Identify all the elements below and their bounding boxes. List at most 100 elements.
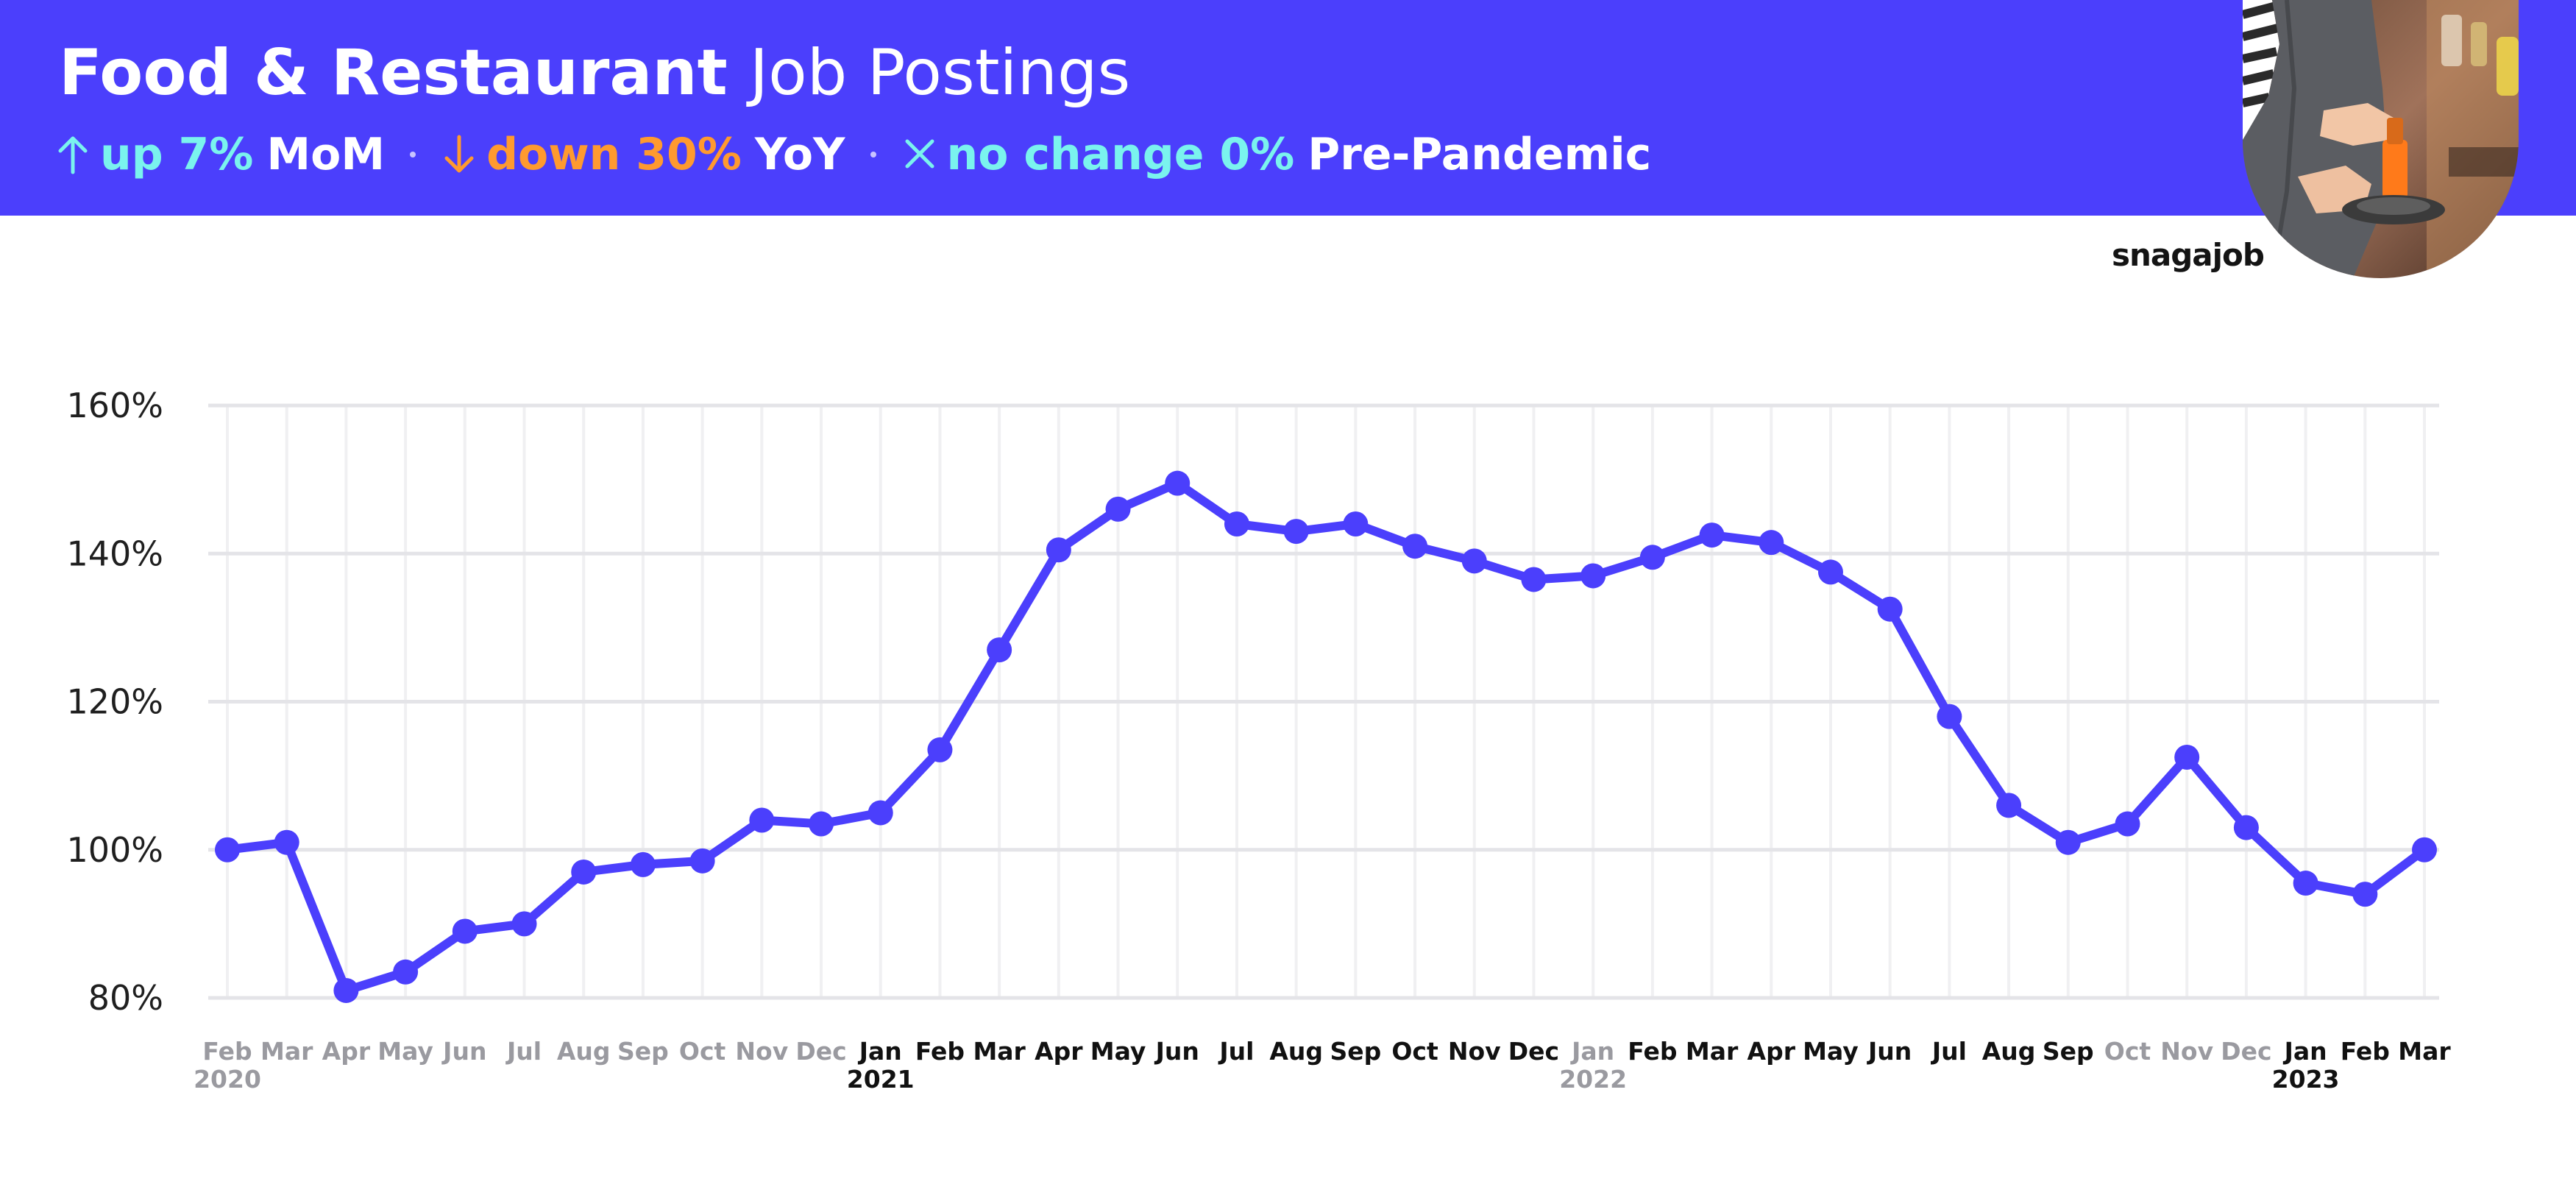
x-tick-label: Apr (1748, 1037, 1796, 1066)
data-point (1343, 511, 1369, 536)
y-tick-label: 100% (66, 830, 163, 870)
data-point (1877, 596, 1903, 622)
x-tick-label: Oct (1391, 1037, 1438, 1066)
x-tick-label: Mar (973, 1037, 1026, 1066)
x-tick-label: Feb (1628, 1037, 1677, 1066)
data-point (1402, 534, 1428, 559)
x-tick-label: Feb (202, 1037, 252, 1066)
data-point (2293, 871, 2318, 896)
restaurant-photo (2243, 0, 2519, 278)
x-tick-label: Nov (735, 1037, 788, 1066)
x-tick-label: Apr (1035, 1037, 1083, 1066)
data-point (511, 911, 537, 937)
x-tick-label: Feb (915, 1037, 965, 1066)
data-point (2174, 744, 2200, 770)
x-tick-label: Dec (795, 1037, 846, 1066)
data-point (630, 851, 656, 877)
data-point (452, 918, 478, 944)
arrow-down-icon (441, 134, 478, 175)
x-tick-label: Jul (1218, 1037, 1254, 1066)
data-point (215, 837, 240, 862)
x-tick-label: Jun (441, 1037, 486, 1066)
stat-yoy: down 30% YoY (441, 119, 845, 190)
stat-mom-label: MoM (266, 129, 386, 180)
x-tick-label: Aug (557, 1037, 611, 1066)
x-tick-label: Aug (1269, 1037, 1323, 1066)
data-point (1461, 548, 1487, 574)
data-point (2115, 811, 2140, 837)
x-tick-label: May (377, 1037, 433, 1066)
x-tick-label: Nov (2160, 1037, 2213, 1066)
x-tick-label: Jan (1570, 1037, 1614, 1066)
x-tick-label: Apr (322, 1037, 371, 1066)
stat-pre-pandemic-value: no change 0% (946, 129, 1295, 180)
data-point (749, 807, 775, 833)
separator-dot (870, 152, 876, 157)
x-tick-label: Nov (1448, 1037, 1501, 1066)
x-tick-label: Oct (2104, 1037, 2151, 1066)
data-point (1105, 496, 1131, 522)
data-point (1046, 537, 1071, 563)
y-tick-label: 80% (88, 978, 163, 1018)
stats-row: up 7% MoM down 30% YoY no change 0% Pre-… (54, 119, 1651, 190)
data-point (809, 811, 834, 837)
x-tick-label: Oct (679, 1037, 726, 1066)
data-point (274, 829, 299, 855)
data-point (1817, 559, 1843, 585)
series-line (223, 478, 2429, 995)
x-year-label: 2022 (1559, 1065, 1627, 1094)
data-point (333, 977, 359, 1003)
stat-yoy-value: down 30% (486, 129, 742, 180)
x-tick-label: Aug (1982, 1037, 2036, 1066)
data-point (689, 848, 715, 874)
data-point (927, 737, 953, 762)
stat-mom: up 7% MoM (54, 119, 385, 190)
x-tick-label: Sep (617, 1037, 669, 1066)
x-year-label: 2021 (847, 1065, 915, 1094)
header-banner: Food & Restaurant Job Postings up 7% MoM… (0, 0, 2576, 216)
data-point (1224, 511, 1249, 536)
x-tick-label: Mar (260, 1037, 313, 1066)
data-point (1521, 567, 1547, 592)
x-tick-label: Jun (1154, 1037, 1199, 1066)
data-point (2412, 837, 2437, 862)
data-point (1580, 563, 1606, 589)
x-tick-label: Jul (1931, 1037, 1967, 1066)
page-title: Food & Restaurant Job Postings (59, 31, 1130, 116)
x-tick-label: Sep (2043, 1037, 2094, 1066)
data-point (2352, 882, 2378, 907)
data-point (987, 637, 1012, 663)
x-tick-label: Sep (1330, 1037, 1381, 1066)
y-tick-label: 120% (66, 682, 163, 722)
data-point (1283, 519, 1309, 545)
x-tick-label: Mar (2398, 1037, 2451, 1066)
x-tick-label: May (1803, 1037, 1859, 1066)
x-tick-label: Feb (2341, 1037, 2390, 1066)
data-point (1699, 522, 1725, 548)
data-point (1165, 470, 1191, 496)
x-year-label: 2020 (194, 1065, 261, 1094)
x-tick-label: Mar (1686, 1037, 1739, 1066)
stat-yoy-label: YoY (754, 129, 845, 180)
data-point (1937, 704, 1962, 729)
data-point (2233, 815, 2259, 840)
title-light-part: Job Postings (749, 36, 1131, 110)
y-tick-label: 140% (66, 534, 163, 573)
y-tick-label: 160% (66, 386, 163, 425)
data-point (393, 959, 419, 985)
arrow-up-icon (54, 134, 91, 175)
x-tick-label: Jan (2283, 1037, 2327, 1066)
x-tick-label: Dec (2221, 1037, 2271, 1066)
brand-logo-text: snagajob (2112, 237, 2265, 273)
data-point (1996, 793, 2022, 818)
x-year-label: 2023 (2272, 1065, 2340, 1094)
title-bold-part: Food & Restaurant (59, 36, 728, 110)
stat-pre-pandemic: no change 0% Pre-Pandemic (901, 119, 1651, 190)
no-change-x-icon (901, 134, 938, 175)
x-tick-label: Jan (858, 1037, 902, 1066)
x-tick-label: May (1090, 1037, 1146, 1066)
data-point (1759, 530, 1784, 556)
x-tick-label: Jun (1867, 1037, 1912, 1066)
x-tick-label: Dec (1508, 1037, 1559, 1066)
data-point (571, 859, 597, 885)
